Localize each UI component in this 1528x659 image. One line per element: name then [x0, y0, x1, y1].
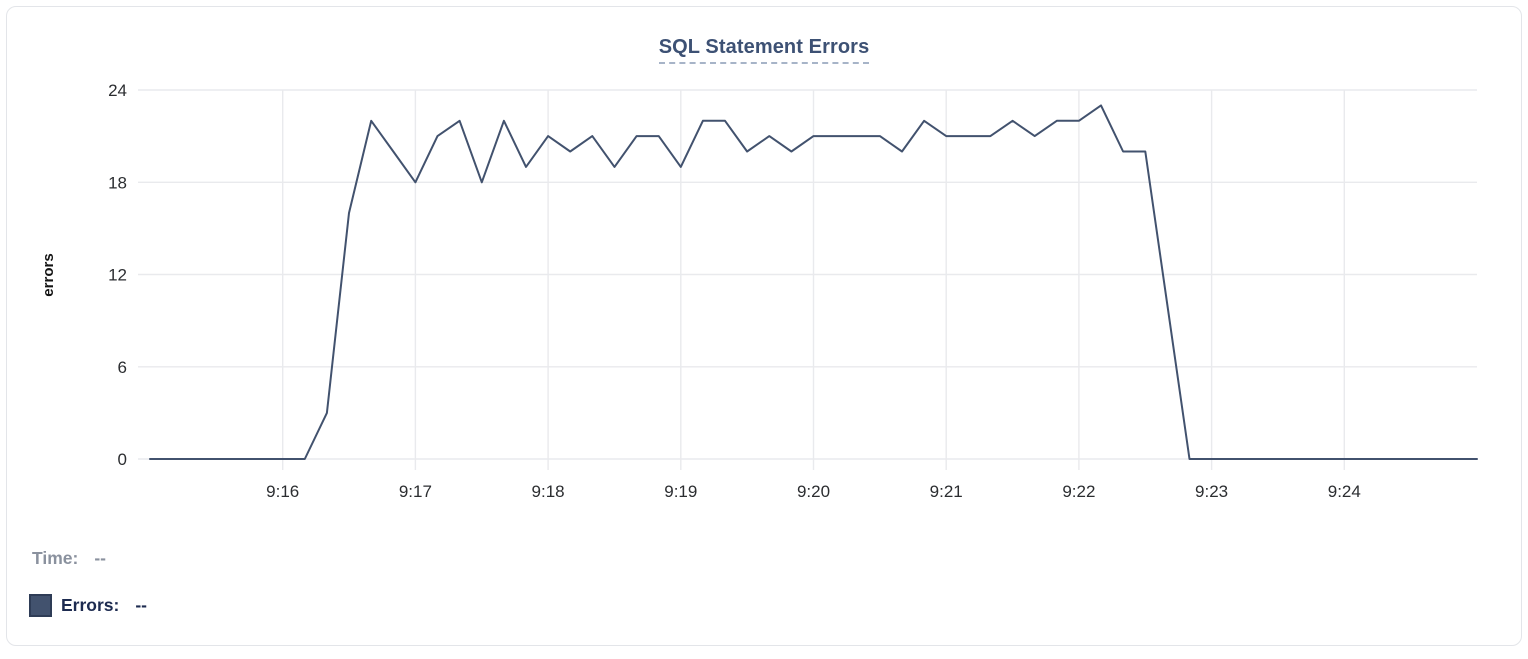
- chart-title-link[interactable]: SQL Statement Errors: [659, 36, 870, 64]
- tooltip-time-label: Time:: [32, 548, 78, 569]
- y-tick-label: 6: [118, 358, 127, 377]
- y-tick-label: 12: [108, 266, 127, 285]
- x-tick-label: 9:16: [266, 482, 299, 501]
- x-tick-label: 9:22: [1062, 482, 1095, 501]
- errors-series-swatch-icon: [29, 594, 52, 617]
- tooltip-errors-row: Errors: --: [29, 594, 147, 617]
- x-tick-label: 9:17: [399, 482, 432, 501]
- x-tick-label: 9:23: [1195, 482, 1228, 501]
- x-tick-label: 9:18: [532, 482, 565, 501]
- tooltip-errors-value: --: [135, 595, 147, 616]
- chart-header: SQL Statement Errors: [7, 36, 1521, 64]
- x-tick-label: 9:24: [1328, 482, 1361, 501]
- tooltip-time-value: --: [94, 548, 106, 569]
- y-tick-label: 24: [108, 81, 127, 100]
- y-axis-label: errors: [40, 253, 57, 296]
- x-tick-label: 9:21: [930, 482, 963, 501]
- tooltip-errors-label: Errors:: [61, 595, 119, 616]
- sql-errors-line-chart[interactable]: 0 6 12 18 24 9:16 9:17 9:18 9:19 9:20 9:21 9:22 9:23…: [7, 7, 1528, 659]
- y-tick-label: 0: [118, 450, 127, 469]
- chart-card: SQL Statement Errors 0 6 12 18 24 9:16 9:17 9:1…: [6, 6, 1522, 646]
- x-tick-label: 9:19: [664, 482, 697, 501]
- y-tick-label: 18: [108, 173, 127, 192]
- x-tick-label: 9:20: [797, 482, 830, 501]
- tooltip-time-row: Time: --: [32, 548, 106, 569]
